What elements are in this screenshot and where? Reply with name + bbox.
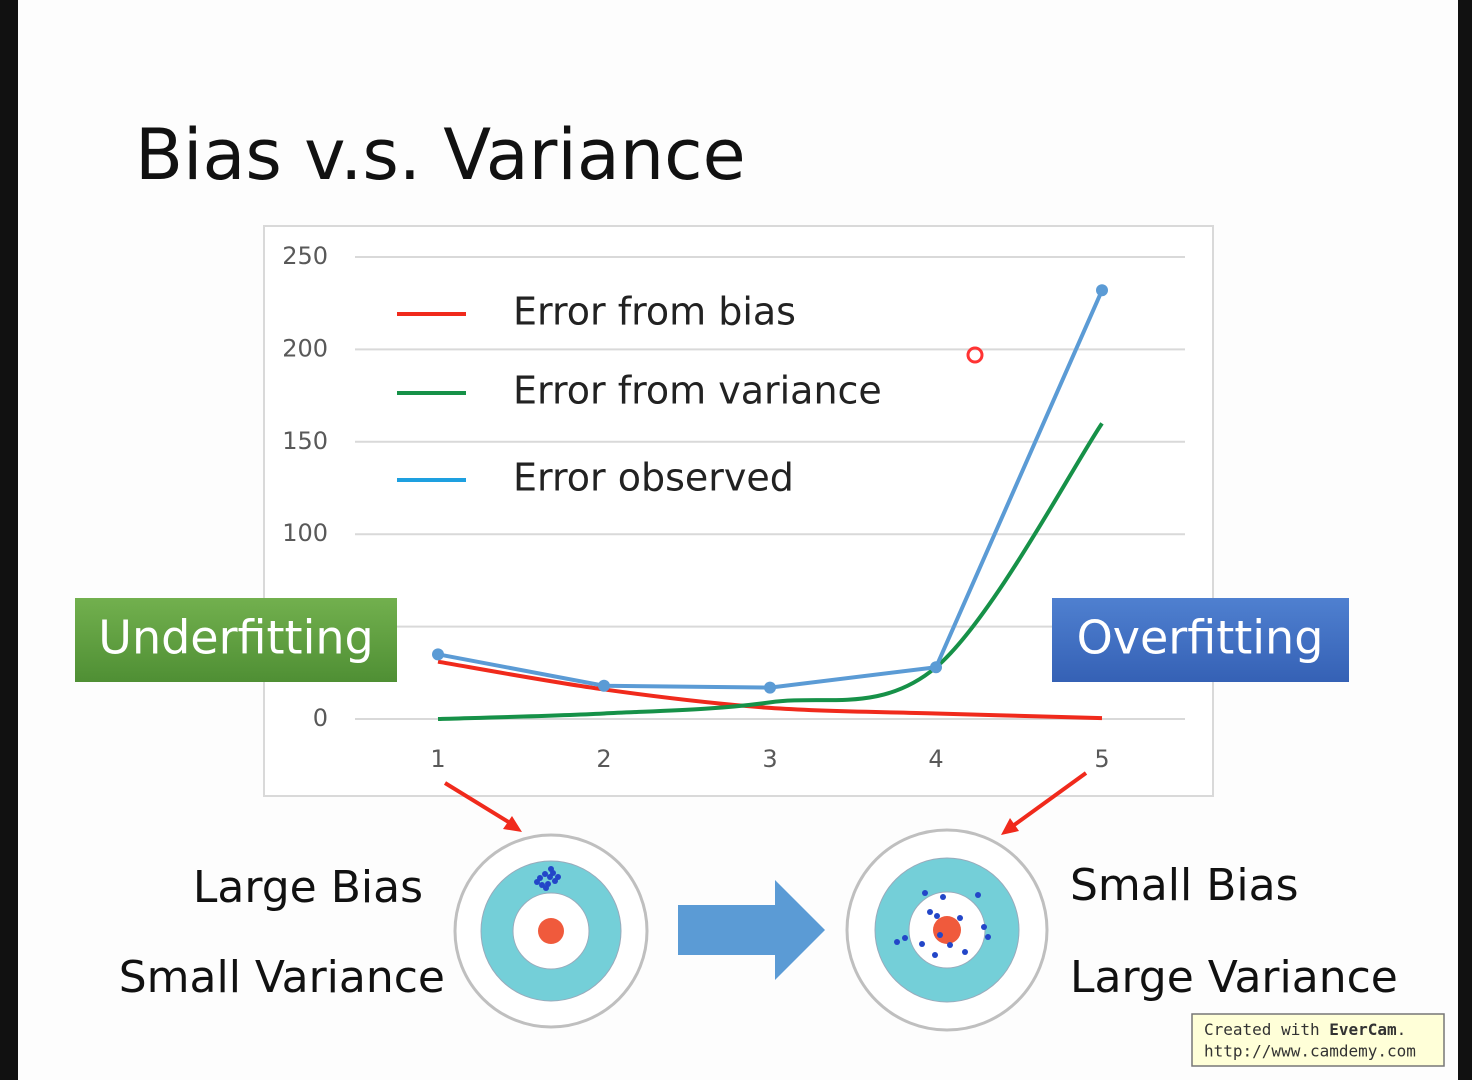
series-line — [437, 659, 1103, 721]
annotations: Underfitting Overfitting Large Bias — [75, 346, 1445, 1067]
right-target-label: Large Variance — [1070, 952, 1398, 1003]
legend-label: Error observed — [513, 456, 794, 500]
target-hits — [534, 866, 561, 891]
left-target-label: Small Variance — [119, 952, 445, 1003]
y-tick-label: 250 — [282, 242, 328, 270]
watermark-line: Created with EverCam. — [1204, 1020, 1406, 1039]
x-tick-label: 1 — [430, 745, 445, 773]
overfitting-box — [1052, 598, 1349, 682]
right-target — [845, 828, 1049, 1032]
series-line — [437, 422, 1104, 721]
x-tick-label: 2 — [596, 745, 611, 773]
x-tick-label: 5 — [1094, 745, 1109, 773]
y-tick-label: 200 — [282, 334, 328, 362]
right-target-label: Small Bias — [1070, 860, 1299, 911]
pointer-arrow — [443, 781, 517, 828]
transition-arrow — [678, 880, 825, 980]
x-tick-label: 3 — [762, 745, 777, 773]
watermark-prefix: Created with — [1204, 1020, 1320, 1039]
legend-label: Error from variance — [513, 369, 882, 413]
data-point — [1096, 284, 1108, 297]
pointer-arrow-head — [503, 816, 522, 832]
watermark-url: http://www.camdemy.com — [1204, 1042, 1416, 1061]
watermark-brand: EverCam — [1329, 1020, 1397, 1039]
left-target-label: Large Bias — [193, 862, 423, 913]
slide-title: Bias v.s. Variance — [135, 114, 746, 196]
pointer-arrow — [1008, 771, 1088, 830]
chart-frame — [263, 225, 1214, 797]
target-center — [933, 916, 961, 944]
target-hits — [894, 890, 991, 958]
y-tick-label: 150 — [282, 427, 328, 455]
data-point — [930, 661, 942, 674]
x-tick-label: 4 — [928, 745, 943, 773]
watermark-suffix: . — [1397, 1020, 1407, 1039]
underfitting-box — [75, 598, 397, 682]
data-point — [764, 681, 776, 694]
watermark-box — [1191, 1013, 1445, 1067]
y-tick-label: 0 — [313, 704, 328, 732]
legend-label: Error from bias — [513, 290, 796, 334]
left-target — [453, 833, 649, 1029]
underfitting-label: Underfitting — [98, 611, 373, 665]
y-tick-label: 100 — [282, 519, 328, 547]
data-point — [432, 648, 444, 661]
target-center — [538, 918, 564, 944]
data-point — [598, 679, 610, 692]
overfitting-label: Overfitting — [1077, 611, 1324, 665]
pointer-arrow-head — [1001, 818, 1019, 835]
cursor — [966, 346, 984, 364]
